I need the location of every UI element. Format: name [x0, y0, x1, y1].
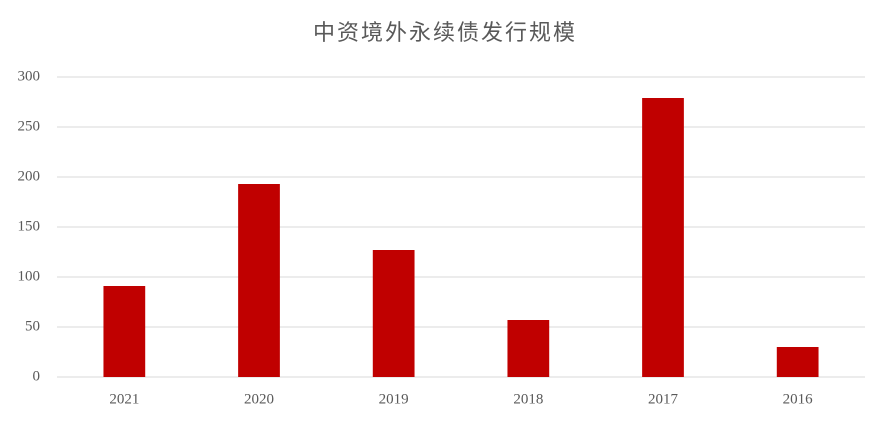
- x-tick-label: 2016: [783, 391, 814, 407]
- x-tick-label: 2019: [379, 391, 409, 407]
- bar: [642, 98, 684, 377]
- bar: [372, 250, 415, 377]
- bar: [238, 184, 280, 377]
- bar: [776, 347, 819, 377]
- y-tick-label: 250: [18, 118, 41, 134]
- x-tick-label: 2020: [244, 391, 274, 407]
- y-tick-label: 200: [18, 168, 41, 184]
- y-tick-label: 300: [18, 68, 41, 84]
- y-tick-label: 0: [33, 368, 41, 384]
- y-tick-label: 50: [25, 318, 40, 334]
- x-tick-label: 2018: [513, 391, 543, 407]
- y-tick-label: 150: [18, 218, 41, 234]
- bar: [507, 320, 550, 377]
- x-tick-label: 2021: [109, 391, 139, 407]
- bar: [103, 286, 146, 377]
- chart-title: 中资境外永续债发行规模: [313, 20, 577, 45]
- y-tick-label: 100: [18, 268, 41, 284]
- x-tick-label: 2017: [648, 391, 679, 407]
